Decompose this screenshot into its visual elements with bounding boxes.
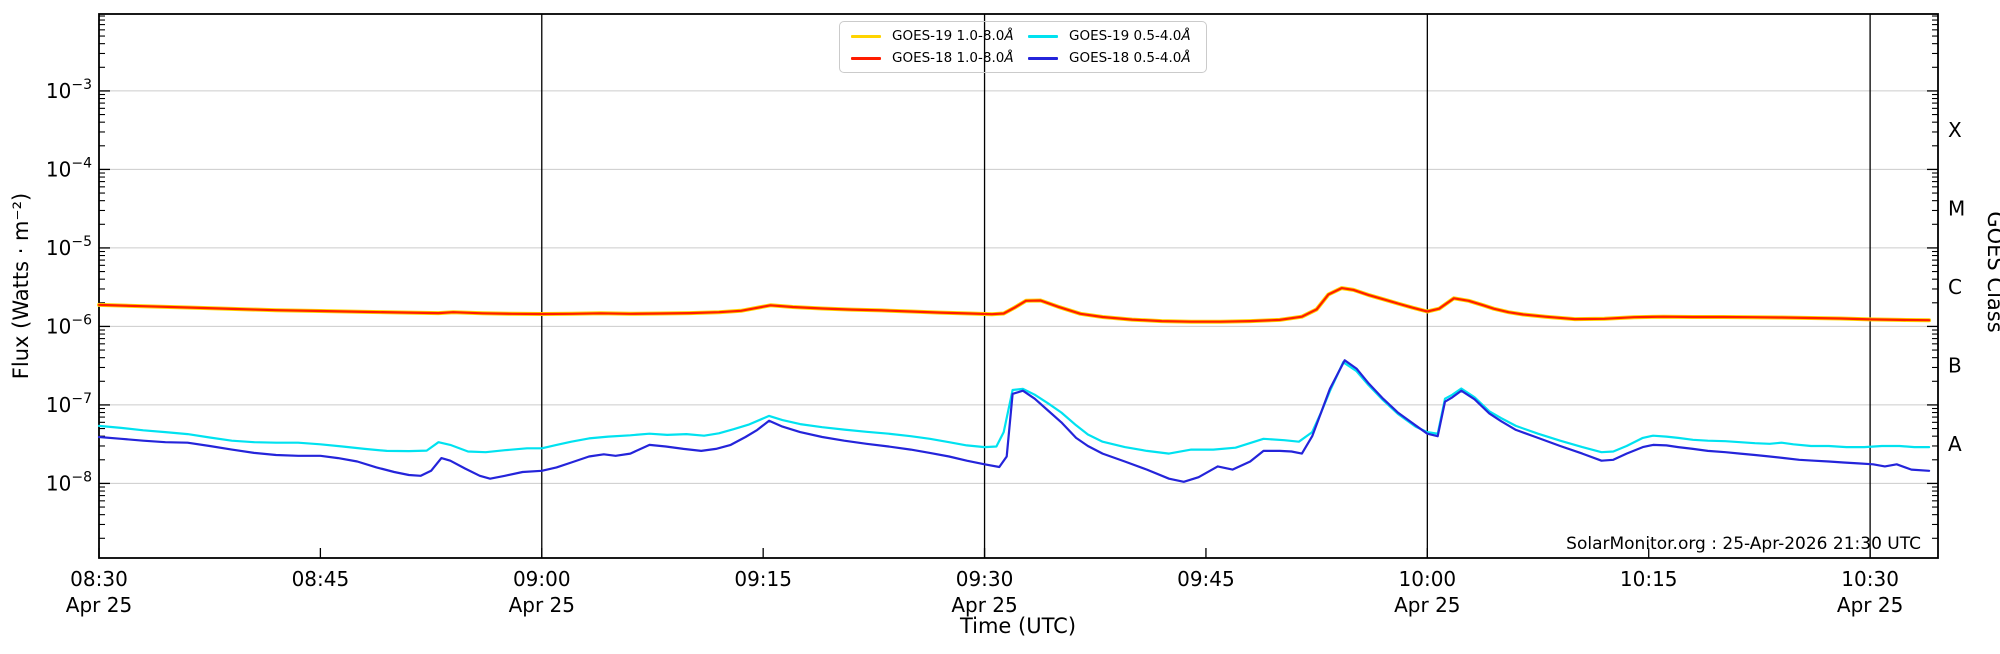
- goes-class-label: B: [1948, 354, 1962, 378]
- goes-class-label: M: [1948, 197, 1965, 221]
- x-tick-date-label: Apr 25: [1837, 593, 1903, 617]
- y-tick-label: 10−4: [46, 155, 92, 181]
- y-tick-label: 10−8: [46, 469, 92, 495]
- x-tick-label: 09:00: [513, 567, 571, 591]
- goes-class-label: C: [1948, 275, 1962, 299]
- x-tick-label: 08:30: [70, 567, 128, 591]
- x-tick-date-label: Apr 25: [66, 593, 132, 617]
- goes-class-label: A: [1948, 432, 1962, 456]
- x-tick-date-label: Apr 25: [1394, 593, 1460, 617]
- legend-swatch-icon: [851, 56, 881, 60]
- legend-swatch-icon: [1028, 56, 1058, 60]
- series-line-3: [97, 359, 1931, 483]
- x-tick-label: 09:45: [1177, 567, 1235, 591]
- series-line-1: [97, 287, 1931, 323]
- y-tick-label: 10−6: [46, 312, 92, 338]
- y-axis-title-right: GOES Class: [1983, 211, 2000, 332]
- legend-item-3: GOES-18 0.5-4.0Å: [1023, 50, 1200, 66]
- y-tick-label: 10−5: [46, 234, 92, 260]
- x-tick-label: 09:15: [734, 567, 792, 591]
- watermark: SolarMonitor.org : 25-Apr-2026 21:30 UTC: [1566, 534, 1921, 554]
- legend-item-2: GOES-19 0.5-4.0Å: [1023, 28, 1200, 44]
- x-tick-label: 08:45: [292, 567, 350, 591]
- y-tick-label: 10−3: [46, 77, 92, 103]
- y-tick-label: 10−7: [46, 391, 92, 417]
- legend: GOES-19 1.0-8.0Å GOES-18 1.0-8.0Å GOES-19 …: [839, 21, 1207, 73]
- legend-swatch-icon: [851, 34, 881, 38]
- legend-label: GOES-19 1.0-8.0Å: [892, 28, 1014, 44]
- x-tick-date-label: Apr 25: [509, 593, 575, 617]
- x-axis-title: Time (UTC): [959, 614, 1076, 638]
- plot-frame: [98, 13, 1939, 559]
- y-axis-title-left: Flux (Watts · m⁻²): [9, 193, 33, 379]
- legend-item-1: GOES-18 1.0-8.0Å: [846, 50, 1023, 66]
- x-tick-label: 09:30: [956, 567, 1014, 591]
- x-tick-label: 10:30: [1841, 567, 1899, 591]
- series-line-2: [97, 361, 1931, 455]
- x-tick-label: 10:15: [1620, 567, 1678, 591]
- legend-label: GOES-18 1.0-8.0Å: [892, 50, 1014, 66]
- goes-class-label: X: [1948, 118, 1962, 142]
- legend-item-0: GOES-19 1.0-8.0Å: [846, 28, 1023, 44]
- x-tick-date-label: Apr 25: [951, 593, 1017, 617]
- legend-label: GOES-19 0.5-4.0Å: [1069, 28, 1191, 44]
- legend-label: GOES-18 0.5-4.0Å: [1069, 50, 1191, 66]
- x-tick-label: 10:00: [1399, 567, 1457, 591]
- legend-swatch-icon: [1028, 34, 1058, 38]
